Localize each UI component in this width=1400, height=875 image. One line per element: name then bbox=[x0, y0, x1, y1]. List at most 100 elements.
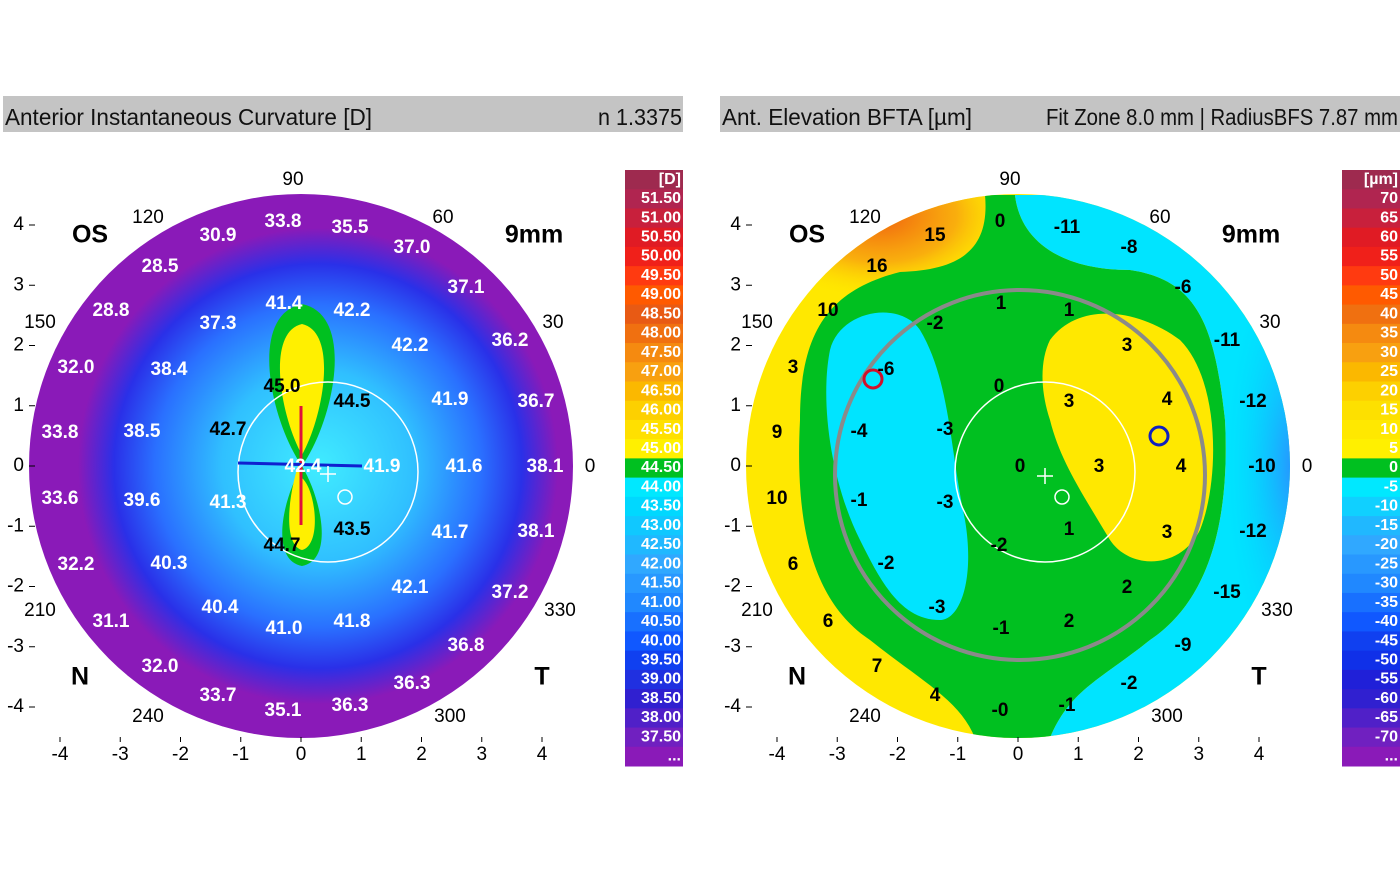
scale-label: 49.00 bbox=[641, 286, 681, 303]
map-zone bbox=[826, 312, 969, 620]
map-value: -2 bbox=[927, 313, 944, 334]
angle-label: 240 bbox=[132, 706, 164, 727]
scale-swatch bbox=[1342, 266, 1400, 286]
scale-label: [µm] bbox=[1364, 171, 1398, 188]
scale-label: 65 bbox=[1380, 209, 1398, 226]
map-value: 41.9 bbox=[364, 456, 401, 477]
y-tick-label: -3 bbox=[724, 636, 741, 657]
zone-label: 9mm bbox=[505, 221, 563, 249]
scale-swatch bbox=[1342, 650, 1400, 671]
scale-label: -15 bbox=[1375, 517, 1398, 534]
y-tick-label: 0 bbox=[730, 455, 741, 476]
scale-swatch bbox=[625, 439, 683, 459]
scale-swatch bbox=[625, 304, 683, 325]
map-value: 42.2 bbox=[392, 335, 429, 356]
max-marker bbox=[862, 368, 884, 390]
map-value: 6 bbox=[823, 611, 834, 632]
map-value: 40.3 bbox=[151, 553, 188, 574]
vertex-cross bbox=[320, 466, 336, 482]
scale-label: 41.00 bbox=[641, 594, 681, 611]
map-value: 3 bbox=[788, 357, 799, 378]
pupil-center bbox=[1054, 489, 1070, 505]
panel-title: Ant. Elevation BFTA [µm] bbox=[722, 104, 972, 130]
scale-label: 15 bbox=[1380, 402, 1398, 419]
angle-label: 30 bbox=[1259, 312, 1280, 333]
scale-swatch bbox=[1342, 612, 1400, 632]
scale-swatch bbox=[1342, 727, 1400, 748]
map-value: 35.5 bbox=[332, 217, 369, 238]
scale-label: 47.00 bbox=[641, 363, 681, 380]
map-value: 3 bbox=[1162, 522, 1173, 543]
map-value: 36.3 bbox=[394, 673, 431, 694]
eye-label: OS bbox=[72, 221, 108, 249]
scale-swatch bbox=[1342, 189, 1400, 209]
scale-label: -65 bbox=[1375, 709, 1398, 726]
map-value: -15 bbox=[1213, 582, 1241, 603]
angle-label: 120 bbox=[132, 207, 164, 228]
map-value: 39.6 bbox=[124, 490, 161, 511]
scale-label: 40.50 bbox=[641, 613, 681, 630]
map-value: 31.1 bbox=[93, 611, 130, 632]
map-value: 7 bbox=[872, 656, 883, 677]
y-tick-label: 0 bbox=[13, 455, 24, 476]
scale-label: 55 bbox=[1380, 248, 1398, 265]
x-tick-label: -3 bbox=[112, 744, 129, 765]
map-value: 38.1 bbox=[518, 521, 555, 542]
map-value: -4 bbox=[851, 421, 868, 442]
x-tick-label: -3 bbox=[829, 744, 846, 765]
scale-swatch bbox=[625, 343, 683, 363]
scale-swatch bbox=[625, 708, 683, 729]
scale-label: -35 bbox=[1375, 594, 1398, 611]
map-value: 41.8 bbox=[334, 611, 371, 632]
scale-swatch bbox=[1342, 323, 1400, 344]
map-value: -6 bbox=[878, 359, 895, 380]
scale-swatch bbox=[1342, 573, 1400, 594]
y-tick-label: 3 bbox=[13, 274, 24, 295]
map-value: 42.2 bbox=[334, 300, 371, 321]
pupil-circle bbox=[237, 381, 419, 563]
scale-label: 40 bbox=[1380, 305, 1398, 322]
map-value: 33.8 bbox=[265, 211, 302, 232]
map-value: 42.7 bbox=[210, 419, 247, 440]
scale-label: -10 bbox=[1375, 498, 1398, 515]
map-value: 6 bbox=[788, 554, 799, 575]
map-zone bbox=[1225, 256, 1290, 676]
scale-swatch bbox=[625, 516, 683, 536]
map-value: 32.2 bbox=[58, 554, 95, 575]
scale-swatch bbox=[1342, 246, 1400, 267]
angle-label: 210 bbox=[741, 600, 773, 621]
map-value: 28.8 bbox=[93, 300, 130, 321]
scale-label: -30 bbox=[1375, 575, 1398, 592]
x-tick-label: 0 bbox=[1013, 744, 1024, 765]
map-value: 4 bbox=[930, 685, 941, 706]
map-value: 30.9 bbox=[200, 225, 237, 246]
y-tick-label: -2 bbox=[7, 576, 24, 597]
map-value: -6 bbox=[1175, 277, 1192, 298]
map-value: 37.0 bbox=[394, 237, 431, 258]
angle-label: 0 bbox=[585, 456, 596, 477]
scale-label: 41.50 bbox=[641, 575, 681, 592]
scale-swatch bbox=[1342, 496, 1400, 517]
map-value: -12 bbox=[1239, 521, 1266, 542]
map-value: -2 bbox=[1121, 673, 1138, 694]
scale-swatch bbox=[1342, 381, 1400, 402]
scale-label: [D] bbox=[659, 171, 681, 188]
map-value: 2 bbox=[1122, 577, 1133, 598]
panel-title: Anterior Instantaneous Curvature [D] bbox=[5, 104, 372, 130]
scale-label: 43.00 bbox=[641, 517, 681, 534]
map-value: -1 bbox=[1059, 695, 1076, 716]
map-value: -12 bbox=[1239, 391, 1266, 412]
scale-label: 50.50 bbox=[641, 229, 681, 246]
scale-swatch bbox=[1342, 362, 1400, 382]
scale-label: 50 bbox=[1380, 267, 1398, 284]
map-value: 10 bbox=[817, 300, 838, 321]
header-bar bbox=[720, 96, 1400, 132]
map-value: 45.0 bbox=[264, 376, 301, 397]
panel-info: Fit Zone 8.0 mm | RadiusBFS 7.87 mm bbox=[1046, 104, 1398, 130]
angle-label: 210 bbox=[24, 600, 56, 621]
map-value: 32.0 bbox=[142, 656, 179, 677]
x-tick-label: 3 bbox=[1193, 744, 1204, 765]
scale-label: 50.00 bbox=[641, 248, 681, 265]
map-value: 32.0 bbox=[58, 357, 95, 378]
map-value: 4 bbox=[1162, 389, 1173, 410]
